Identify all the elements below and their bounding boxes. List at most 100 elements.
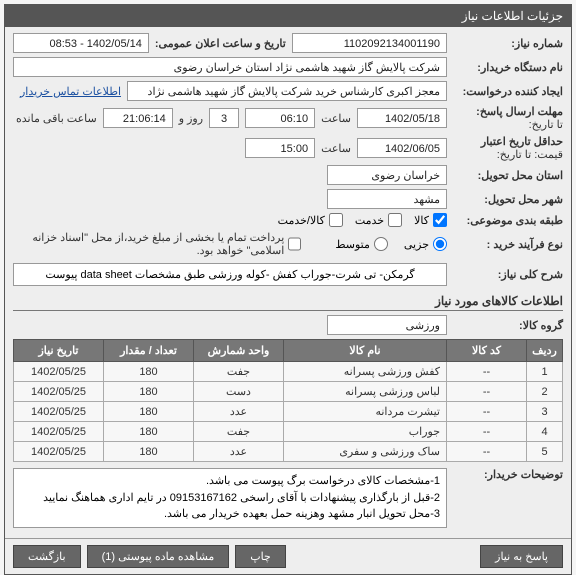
table-cell: 1402/05/25 (14, 402, 104, 422)
buyproc-label: نوع فرآیند خرید : (453, 238, 563, 251)
category-label-1: خدمت (355, 214, 384, 227)
city-field: مشهد (327, 189, 447, 209)
buyproc-row: نوع فرآیند خرید : جزیی متوسط پرداخت تمام … (13, 231, 563, 257)
table-cell: 1402/05/25 (14, 382, 104, 402)
category-label-0: کالا (414, 214, 429, 227)
city-label: شهر محل تحویل: (453, 193, 563, 206)
table-cell: -- (447, 422, 527, 442)
deadline-label-1: مهلت ارسال پاسخ: (476, 106, 563, 118)
buyproc-radio-label-1: متوسط (335, 238, 370, 251)
validity-time: 15:00 (245, 138, 315, 158)
table-row[interactable]: 3--تیشرت مردانهعدد1801402/05/25 (14, 402, 563, 422)
need-no-label: شماره نیاز: (453, 37, 563, 50)
table-cell: لباس ورزشی پسرانه (284, 382, 447, 402)
buyer-note-line: 3-محل تحویل انبار مشهد وهزینه حمل بعهده … (20, 506, 440, 523)
buyproc-radio-0[interactable] (433, 237, 447, 251)
table-cell: 1402/05/25 (14, 422, 104, 442)
buyproc-radio-label-0: جزیی (404, 238, 429, 251)
print-button[interactable]: چاپ (235, 545, 286, 568)
goods-table: ردیفکد کالانام کالاواحد شمارشتعداد / مقد… (13, 339, 563, 462)
category-label: طبقه بندی موضوعی: (453, 214, 563, 227)
desc-label: شرح کلی نیاز: (453, 268, 563, 281)
table-row[interactable]: 1--کفش ورزشی پسرانهجفت1801402/05/25 (14, 362, 563, 382)
table-header: نام کالا (284, 340, 447, 362)
table-cell: دست (194, 382, 284, 402)
table-cell: 2 (527, 382, 563, 402)
table-cell: -- (447, 402, 527, 422)
table-cell: 180 (104, 402, 194, 422)
table-header: تعداد / مقدار (104, 340, 194, 362)
remain-unit: روز و (179, 112, 203, 125)
category-checkbox-0[interactable] (433, 213, 447, 227)
time-label-2: ساعت (321, 142, 351, 155)
table-cell: 3 (527, 402, 563, 422)
creator-label: ایجاد کننده درخواست: (453, 85, 563, 98)
table-row[interactable]: 5--ساک ورزشی و سفریعدد1801402/05/25 (14, 442, 563, 462)
panel-title: جزئیات اطلاعات نیاز (5, 5, 571, 27)
table-cell: ساک ورزشی و سفری (284, 442, 447, 462)
remain-days: 3 (209, 108, 239, 128)
table-cell: 1 (527, 362, 563, 382)
pubdate-label: تاریخ و ساعت اعلان عمومی: (155, 37, 286, 50)
creator-field: معجز اکبری کارشناس خرید شرکت پالایش گاز … (127, 81, 447, 101)
category-checkbox-1[interactable] (388, 213, 402, 227)
buyer-notes-box: 1-مشخصات کالای درخواست برگ پیوست می باشد… (13, 468, 447, 528)
province-field: خراسان رضوی (327, 165, 447, 185)
table-header: ردیف (527, 340, 563, 362)
time-label-1: ساعت (321, 112, 351, 125)
table-cell: 180 (104, 442, 194, 462)
group-field: ورزشی (327, 315, 447, 335)
table-cell: تیشرت مردانه (284, 402, 447, 422)
form-area: شماره نیاز: 1102092134001190 تاریخ و ساع… (5, 27, 571, 538)
buyer-org-field: شرکت پالایش گاز شهید هاشمی نژاد استان خر… (13, 57, 447, 77)
table-cell: 180 (104, 382, 194, 402)
table-cell: 180 (104, 422, 194, 442)
need-no-field: 1102092134001190 (292, 33, 447, 53)
contact-link[interactable]: اطلاعات تماس خریدار (20, 85, 121, 98)
buyer-org-label: نام دستگاه خریدار: (453, 61, 563, 74)
details-panel: جزئیات اطلاعات نیاز شماره نیاز: 11020921… (4, 4, 572, 575)
treasury-note-checkbox[interactable] (288, 237, 301, 251)
table-cell: 1402/05/25 (14, 442, 104, 462)
table-cell: 1402/05/25 (14, 362, 104, 382)
remain-after: ساعت باقی مانده (16, 112, 97, 125)
buyer-note-line: 1-مشخصات کالای درخواست برگ پیوست می باشد… (20, 473, 440, 490)
table-header: تاریخ نیاز (14, 340, 104, 362)
table-cell: جفت (194, 422, 284, 442)
table-cell: عدد (194, 442, 284, 462)
category-checkbox-2[interactable] (329, 213, 343, 227)
table-row[interactable]: 2--لباس ورزشی پسرانهدست1801402/05/25 (14, 382, 563, 402)
deadline-date: 1402/05/18 (357, 108, 447, 128)
table-row[interactable]: 4--جورابجفت1801402/05/25 (14, 422, 563, 442)
province-label: استان محل تحویل: (453, 169, 563, 182)
validity-label-1: حداقل تاریخ اعتبار (481, 136, 563, 148)
goods-section-title: اطلاعات کالاهای مورد نیاز (13, 290, 563, 311)
pubdate-field: 1402/05/14 - 08:53 (13, 33, 149, 53)
deadline-time: 06:10 (245, 108, 315, 128)
table-header: کد کالا (447, 340, 527, 362)
deadline-label: مهلت ارسال پاسخ: تا تاریخ: (453, 105, 563, 131)
buyproc-radio-1[interactable] (374, 237, 388, 251)
treasury-note: پرداخت تمام یا بخشی از مبلغ خرید،از محل … (25, 231, 284, 257)
group-label: گروه کالا: (453, 319, 563, 332)
table-header: واحد شمارش (194, 340, 284, 362)
table-cell: عدد (194, 402, 284, 422)
table-cell: جفت (194, 362, 284, 382)
validity-label-2: قیمت: تا تاریخ: (497, 149, 563, 161)
footer-bar: پاسخ به نیاز چاپ مشاهده ماده پیوستی (1) … (5, 538, 571, 574)
deadline-label-2: تا تاریخ: (529, 119, 563, 131)
reply-button[interactable]: پاسخ به نیاز (480, 545, 563, 568)
validity-label: حداقل تاریخ اعتبار قیمت: تا تاریخ: (453, 135, 563, 161)
attachments-button[interactable]: مشاهده ماده پیوستی (1) (87, 545, 230, 568)
table-cell: جوراب (284, 422, 447, 442)
category-row: طبقه بندی موضوعی: کالاخدمتکالا/خدمت (13, 213, 563, 227)
back-button[interactable]: بازگشت (13, 545, 81, 568)
table-cell: -- (447, 442, 527, 462)
table-cell: 5 (527, 442, 563, 462)
buyer-notes-label: توضیحات خریدار: (453, 468, 563, 481)
table-cell: کفش ورزشی پسرانه (284, 362, 447, 382)
table-cell: -- (447, 382, 527, 402)
table-cell: -- (447, 362, 527, 382)
buyer-note-line: 2-قبل از بارگذاری پیشنهادات با آقای راسخ… (20, 490, 440, 507)
table-cell: 4 (527, 422, 563, 442)
